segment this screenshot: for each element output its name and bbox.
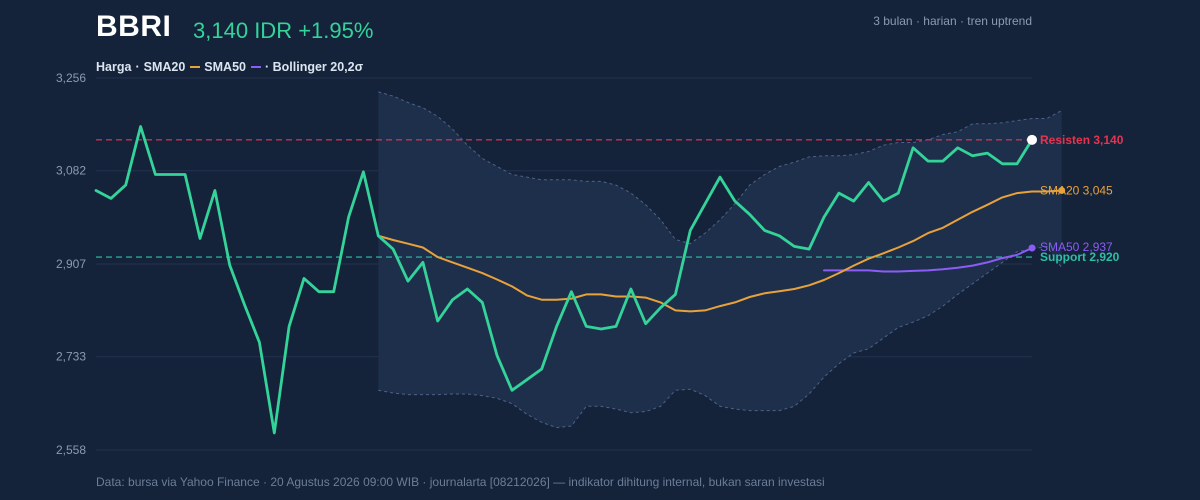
support-label: Support 2,920	[1040, 250, 1120, 264]
y-tick-label: 3,256	[56, 71, 86, 85]
legend-sma20-label: SMA20	[143, 60, 186, 74]
price-line	[94, 125, 1034, 435]
bollinger-lower-line	[378, 245, 1063, 429]
legend-separator: ·	[135, 60, 140, 74]
chart-subtitle: 3 bulan · harian · tren uptrend	[873, 14, 1032, 28]
legend-price-label: Harga	[96, 60, 132, 74]
sma20-end-dot	[1058, 186, 1066, 194]
last-price-dot	[1027, 134, 1037, 145]
sma20-line	[377, 189, 1063, 313]
y-tick-label: 3,082	[56, 164, 86, 178]
current-price: 3,140	[193, 18, 249, 43]
y-tick-label: 2,907	[56, 257, 86, 271]
legend-bollinger-label: · Bollinger 20,2σ	[264, 60, 364, 74]
currency: IDR	[254, 18, 293, 43]
ticker-symbol: BBRI	[96, 10, 172, 43]
chart-legend: Harga · SMA20 SMA50 · Bollinger 20,2σ	[96, 60, 363, 74]
legend-sma20-swatch	[190, 66, 201, 68]
sma50-end-dot	[1028, 244, 1036, 252]
resistance-label: Resisten 3,140	[1040, 133, 1124, 147]
y-tick-label: 2,558	[56, 443, 86, 457]
price-quote: 3,140 IDR +1.95%	[193, 18, 373, 44]
y-tick-label: 2,733	[56, 350, 86, 364]
sma50-end-label: SMA50 2,937	[1040, 240, 1113, 254]
source-footer: Data: bursa via Yahoo Finance · 20 Agust…	[96, 475, 825, 489]
bollinger-band-fill	[378, 91, 1062, 428]
price-change: +1.95%	[298, 18, 374, 43]
sma20-end-label: SMA20 3,045	[1040, 183, 1113, 197]
legend-sma50-swatch	[250, 66, 261, 68]
sma50-line	[823, 247, 1033, 273]
legend-sma50-label: SMA50	[204, 60, 246, 74]
